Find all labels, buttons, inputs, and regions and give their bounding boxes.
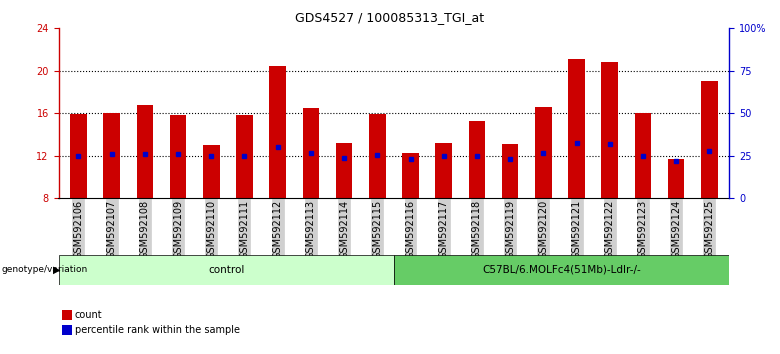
Bar: [569, 59, 585, 198]
Text: C57BL/6.MOLFc4(51Mb)-Ldlr-/-: C57BL/6.MOLFc4(51Mb)-Ldlr-/-: [482, 265, 641, 275]
Bar: [635, 113, 651, 198]
Bar: [236, 115, 253, 198]
Bar: [668, 159, 685, 198]
Bar: [70, 114, 87, 198]
Bar: [103, 113, 120, 198]
Bar: [269, 66, 286, 198]
Text: GDS4527 / 100085313_TGI_at: GDS4527 / 100085313_TGI_at: [296, 11, 484, 24]
Text: ▶: ▶: [53, 265, 61, 275]
Text: genotype/variation: genotype/variation: [2, 266, 88, 274]
Bar: [335, 143, 353, 198]
Text: count: count: [75, 310, 102, 320]
Bar: [303, 108, 319, 198]
Bar: [394, 255, 729, 285]
Bar: [535, 107, 551, 198]
Bar: [402, 153, 419, 198]
Bar: [369, 114, 385, 198]
Bar: [701, 81, 718, 198]
Bar: [203, 145, 219, 198]
Bar: [170, 115, 186, 198]
Bar: [469, 121, 485, 198]
Text: percentile rank within the sample: percentile rank within the sample: [75, 325, 240, 335]
Bar: [502, 144, 519, 198]
Bar: [58, 255, 394, 285]
Bar: [601, 62, 618, 198]
Bar: [435, 143, 452, 198]
Text: control: control: [208, 265, 244, 275]
Bar: [136, 105, 153, 198]
